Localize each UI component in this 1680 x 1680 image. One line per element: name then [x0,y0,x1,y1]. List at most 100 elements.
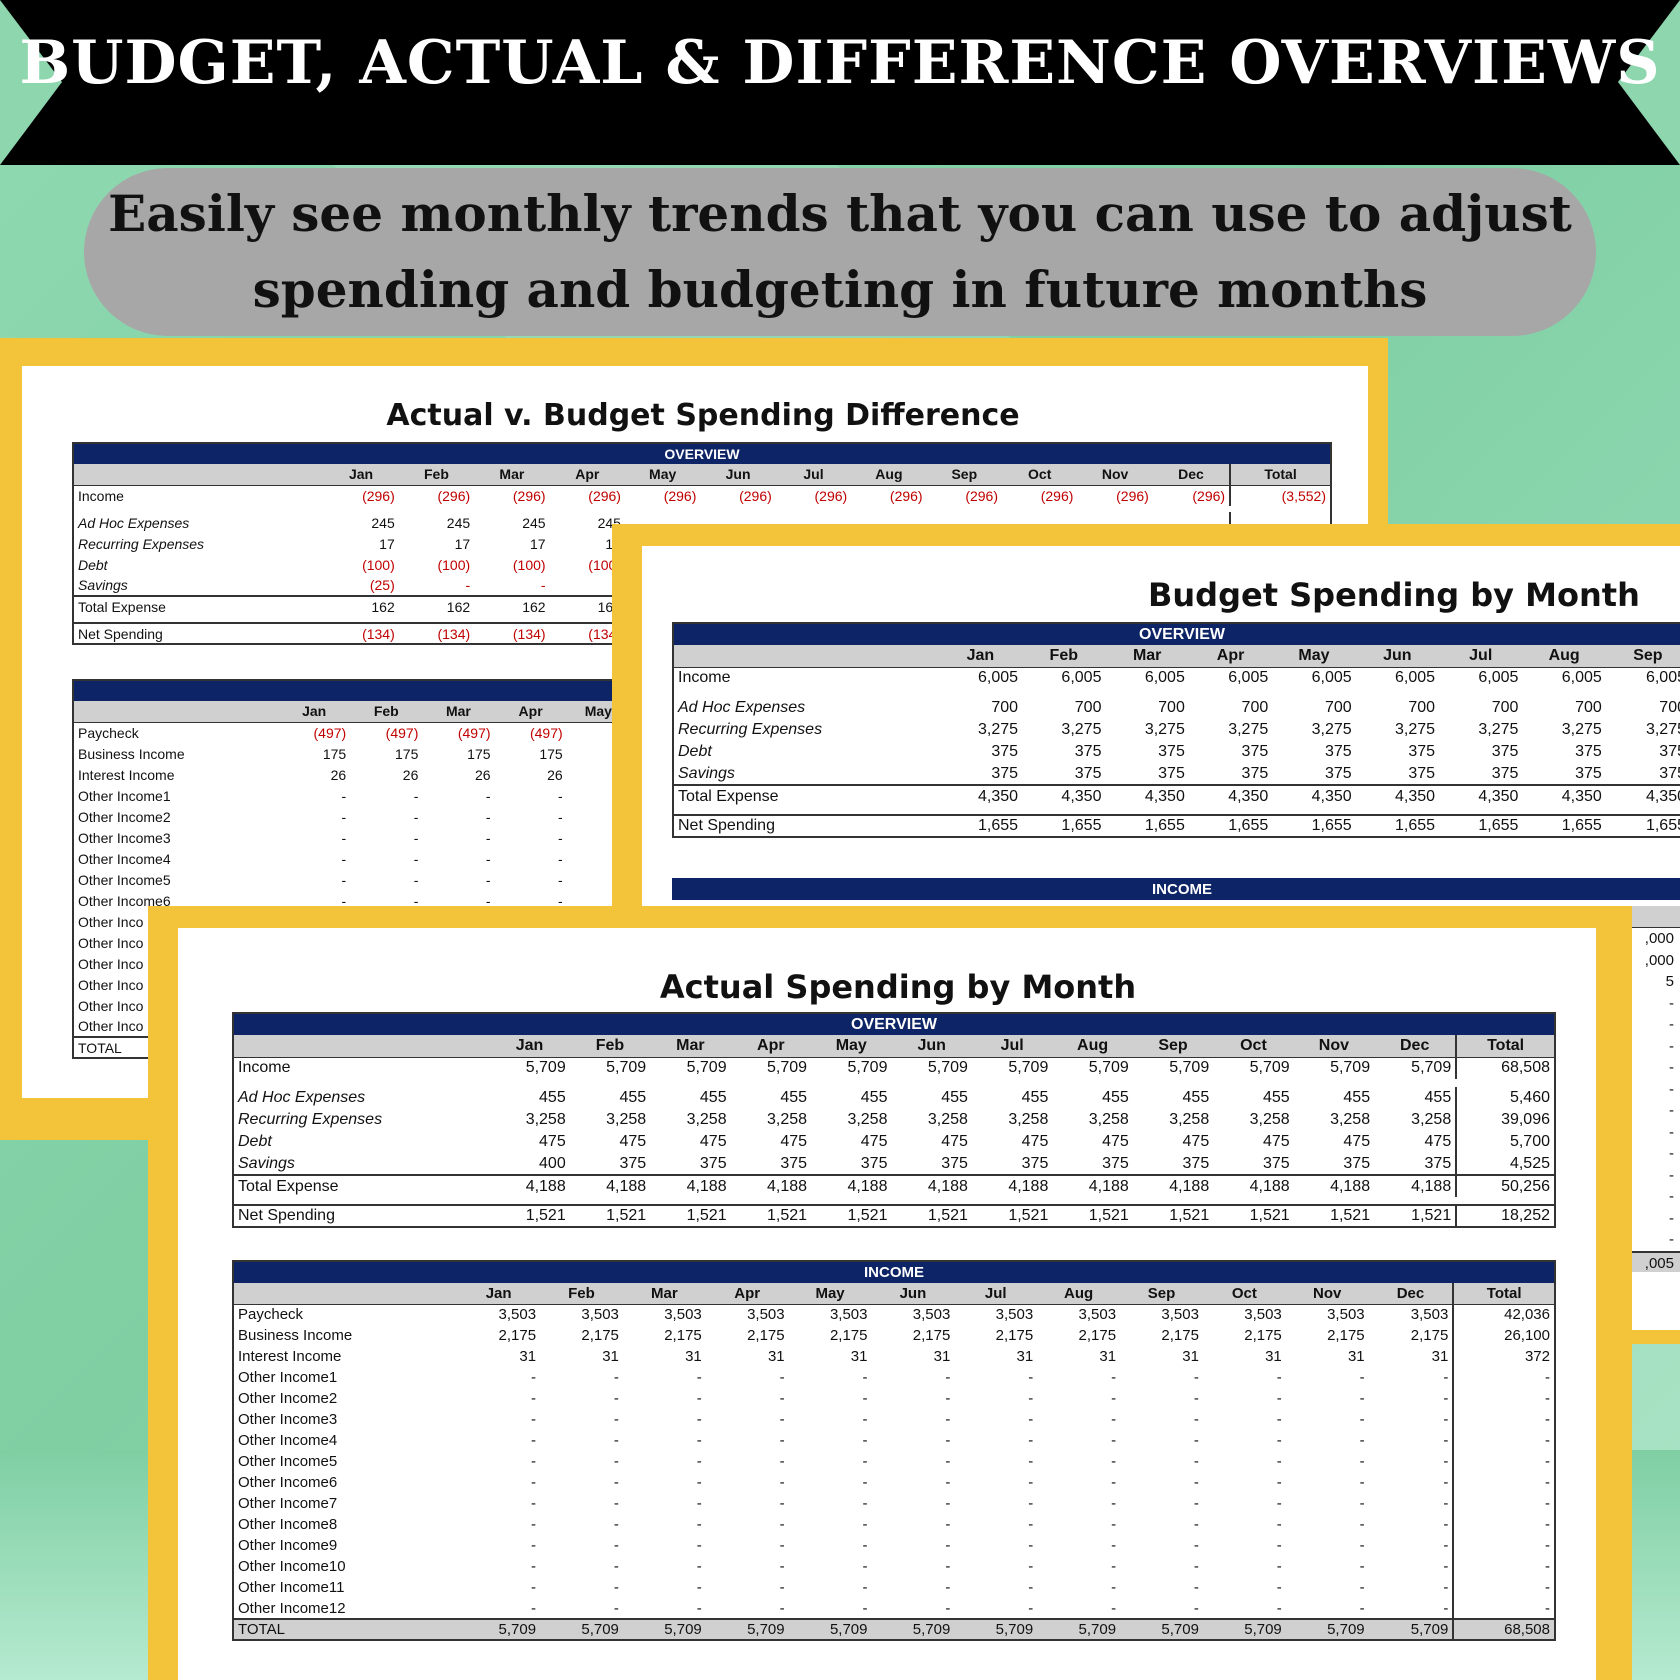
table-row: Income 6,005 6,005 6,005 6,005 6,005 6,005 6,00… [673,667,1680,689]
row-total: - [1452,1493,1555,1514]
cell: - [1359,1432,1365,1449]
cell: 375 [1343,1154,1371,1172]
cell: 4,350 [1022,784,1106,807]
cell: 2,175 [747,1327,785,1344]
cell: - [613,1390,619,1407]
cell: - [613,1411,619,1428]
cell: 2,175 [1410,1327,1449,1344]
cell: - [465,577,471,593]
cell: - [1359,1495,1365,1512]
month-header-nov: Nov [1285,1283,1369,1305]
cell: - [1359,1369,1365,1386]
cell: 4,188 [811,1174,892,1197]
cell: 6,005 [978,669,1019,687]
table-row: Other Inco [73,911,631,932]
cell: - [862,1579,868,1596]
month-header-jan: Jan [489,1035,570,1058]
cell: 2,175 [995,1327,1034,1344]
cell: - [779,1599,785,1617]
cell: - [531,1516,537,1533]
cell: 700 [1575,699,1602,716]
table-row: Ad Hoc Expenses 455 455 455 455 455 455 455 455 4… [233,1087,1555,1109]
row-total: - [1452,1535,1555,1556]
cell: 375 [1158,764,1185,782]
spacer-row [233,1079,1555,1087]
cell: 1,521 [971,1204,1053,1227]
row-label: Other Inco [78,1018,144,1034]
cell: 4,188 [1132,1174,1214,1197]
month-header-mar: Mar [622,1283,706,1305]
cell: - [1193,1453,1199,1470]
edge-cell: - [1669,1123,1674,1141]
cell: 17 [529,535,546,552]
cell: - [1193,1495,1199,1512]
cell: (134) [474,622,550,644]
cell: 700 [1158,699,1185,716]
cell: - [531,1453,537,1470]
cell: 5,709 [954,1618,1038,1640]
actual-overview-band-label: OVERVIEW [233,1013,1555,1035]
cell: 1,521 [891,1204,972,1227]
month-header-dec: Dec [1374,1035,1457,1058]
cell: 6,005 [1478,669,1519,687]
cell: - [696,1599,702,1617]
cell: 4,188 [1052,1174,1133,1197]
actual-income-band-label: INCOME [233,1261,1555,1283]
actual-overview-table: OVERVIEW Jan Feb Mar Apr May Jun Jul Aug Sep Oct No… [232,1012,1556,1228]
cell: - [1193,1411,1199,1428]
cell: 175 [395,745,419,762]
cell: 475 [699,1133,727,1150]
cell: 375 [860,1154,888,1172]
table-row: Net Spending 1,655 1,655 1,655 1,655 1,655 1,6… [673,814,1680,837]
month-header-feb: Feb [398,464,475,486]
cell: 3,275 [1311,721,1352,738]
cell: - [779,1453,785,1470]
cell: - [696,1495,702,1512]
cell: 375 [1324,764,1352,782]
cell: 3,503 [1078,1306,1117,1324]
cell: 3,503 [498,1306,537,1324]
cell: 3,275 [1478,721,1519,738]
month-header-jul: Jul [954,1283,1038,1305]
cell: 5,709 [1169,1059,1210,1077]
cell: - [696,1474,702,1491]
row-total: 42,036 [1452,1304,1555,1325]
cell: - [862,1390,868,1407]
subtitle-line-1: Easily see monthly trends that you can u… [108,184,1572,243]
cell: - [1276,1390,1282,1407]
cell: 5,709 [457,1618,541,1640]
table-row: Other Income4 - - - - [73,848,631,869]
cell: - [1111,1516,1117,1533]
cell: 3,275 [1645,721,1680,738]
cell: 1,521 [1052,1204,1133,1227]
cell: - [485,808,491,825]
cell: - [341,787,347,804]
cell: 5,709 [1037,1618,1121,1640]
budget-income-band: INCOME [672,878,1680,900]
cell: - [1193,1390,1199,1407]
cell: 31 [519,1348,537,1365]
cell: - [1111,1390,1117,1407]
table-row: Other Income2- - - - - - - - - - - - - [233,1388,1555,1409]
cell: - [862,1411,868,1428]
row-total: 26,100 [1452,1325,1555,1346]
cell: - [413,850,419,867]
cell: 475 [780,1133,808,1150]
cell: 175 [467,745,491,762]
edge-cell: ,000 [1644,930,1674,947]
cell: 1,655 [1522,814,1606,837]
cell: - [613,1474,619,1491]
cell: 3,503 [995,1306,1034,1324]
banner-notch-right [1618,0,1680,165]
cell: - [558,871,563,888]
cell: 5,709 [1249,1059,1290,1077]
table-row: Recurring Expenses 3,275 3,275 3,275 3,275 3,… [673,719,1680,741]
budget-income-table: INCOME [672,878,1680,900]
table-row: Paycheck (497) (497) (497) (497) [73,722,631,743]
cell: 375 [699,1154,727,1172]
cell: 5,709 [788,1618,872,1640]
cell: - [613,1495,619,1512]
cell: - [613,1599,619,1617]
cell: - [1111,1599,1117,1617]
actual-sheet: Actual Spending by Month OVERVIEW Jan Feb M… [178,928,1596,1680]
